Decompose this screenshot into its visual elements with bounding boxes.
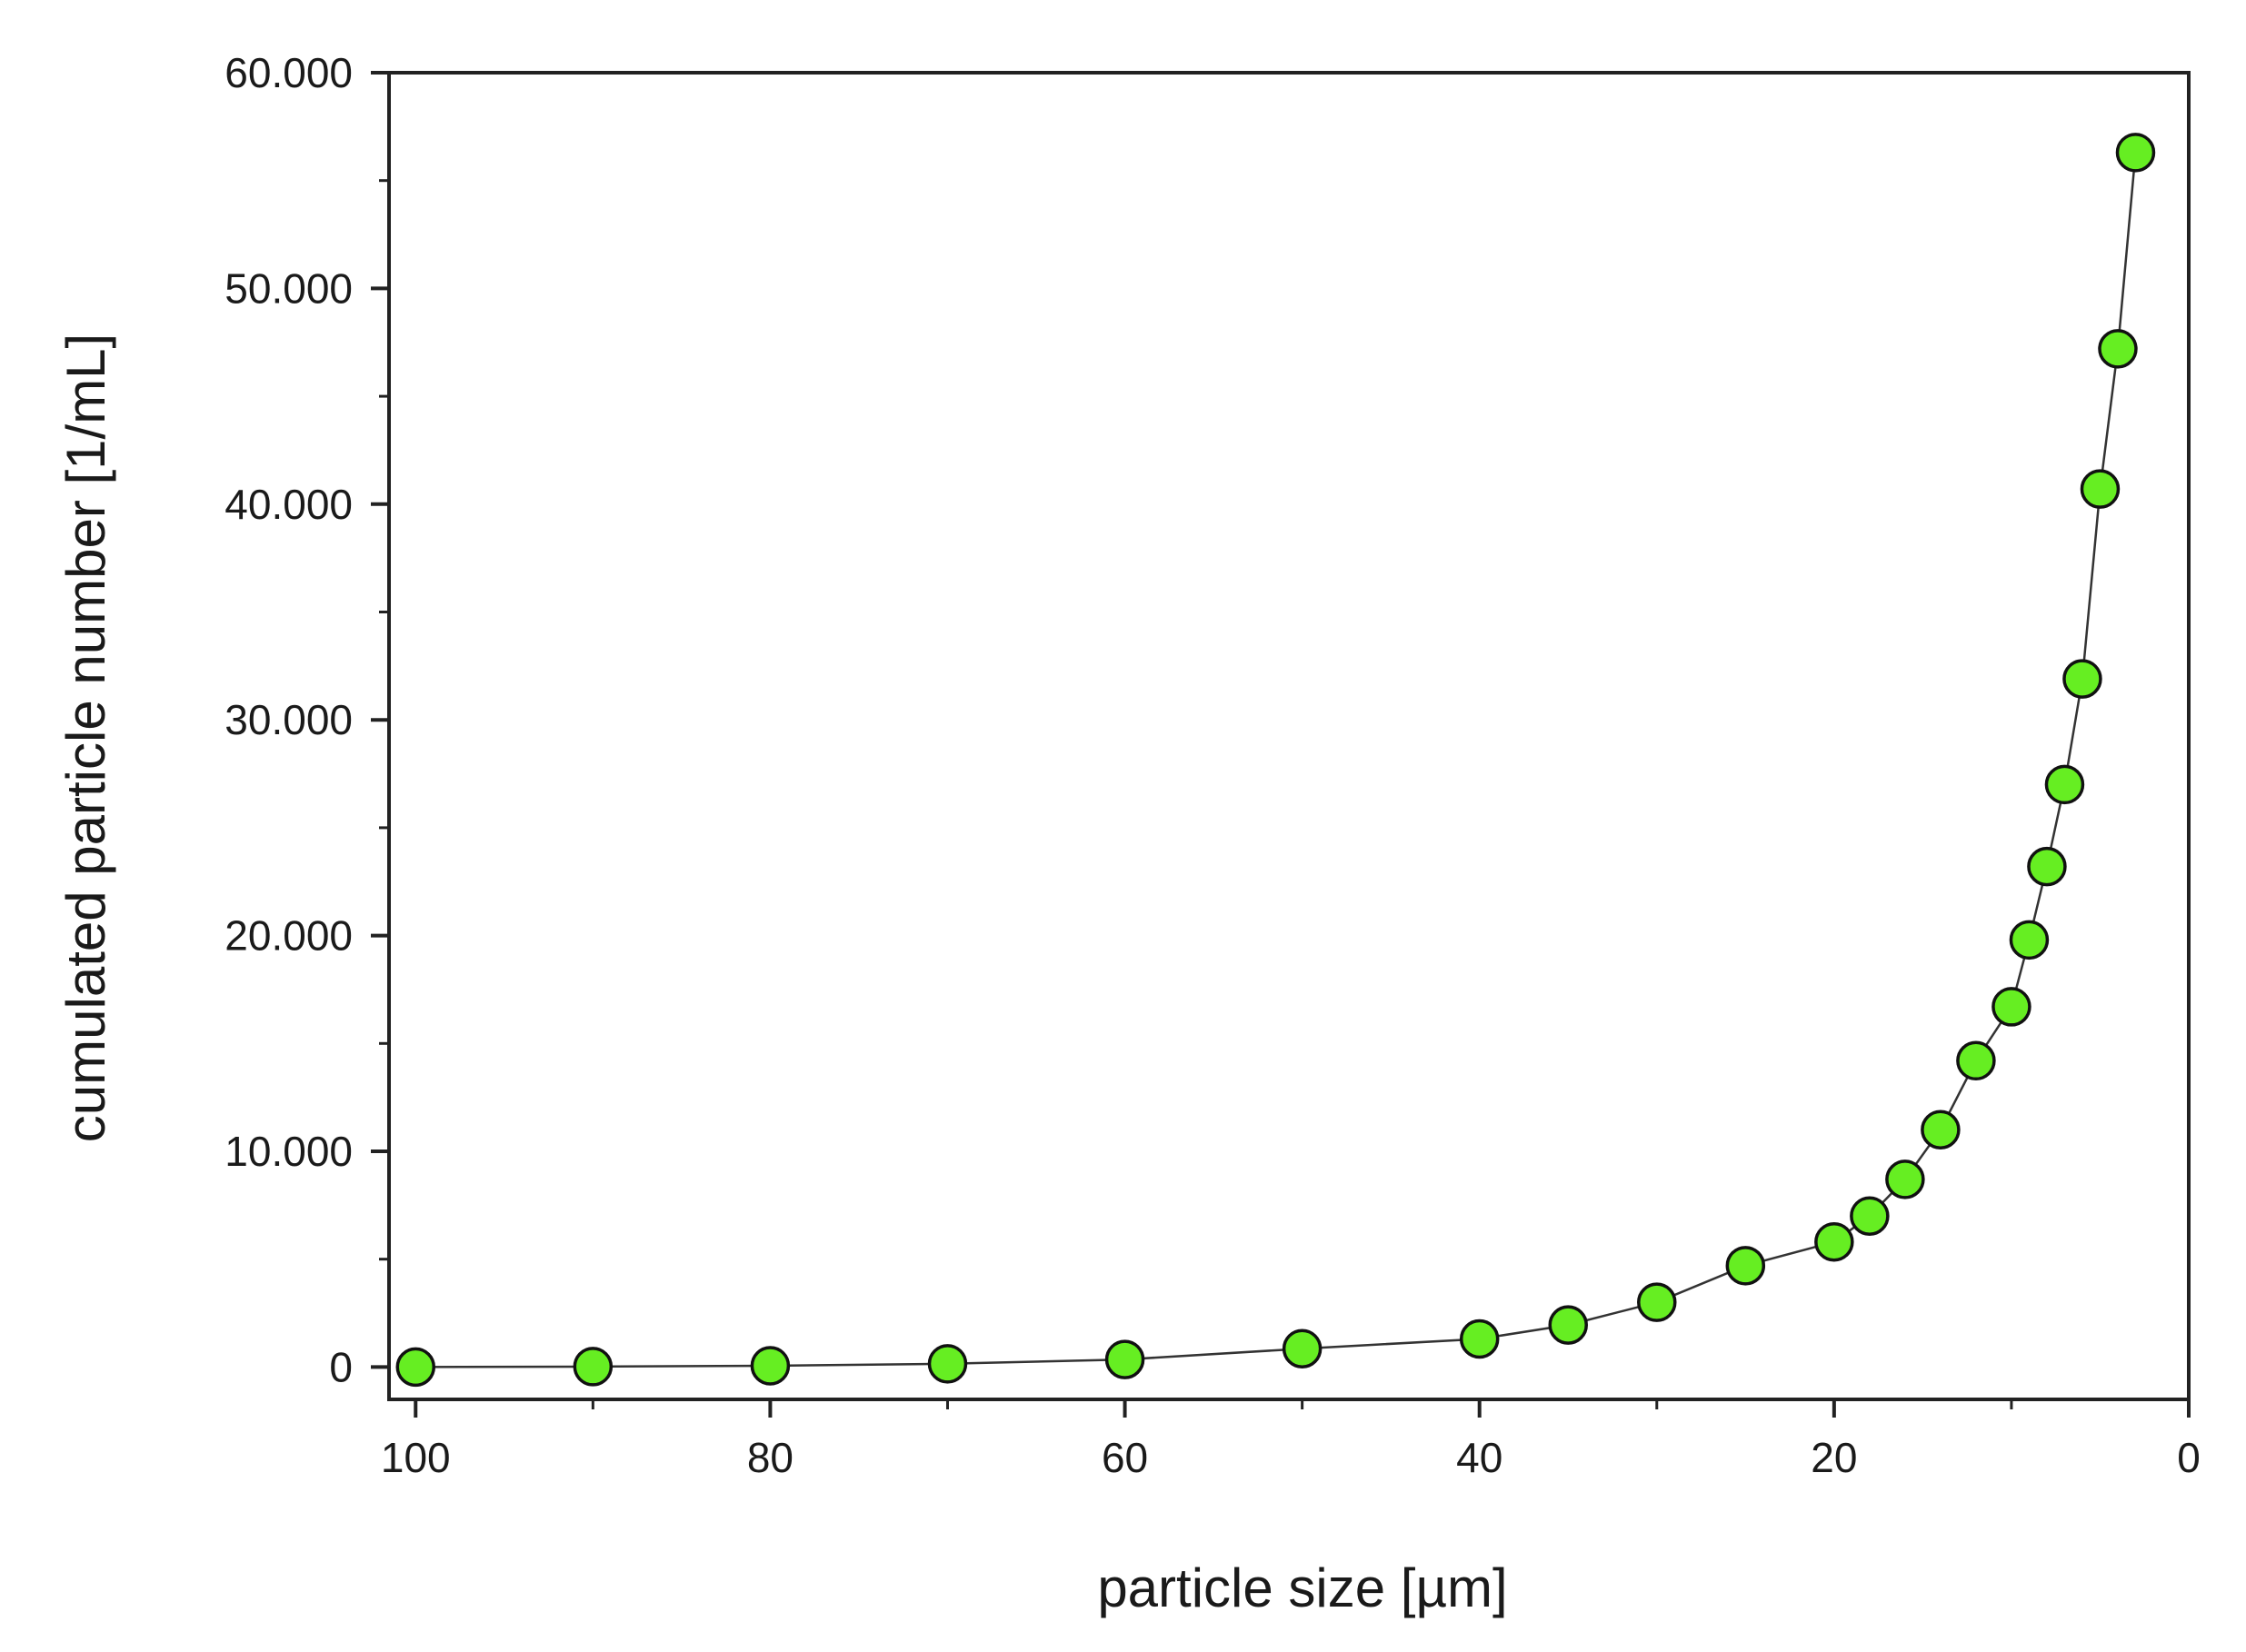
data-point [1814, 1221, 1854, 1262]
y-tick-label: 0 [329, 1343, 353, 1390]
x-axis-title: particle size [µm] [1097, 1557, 1507, 1618]
y-tick-label: 40.000 [225, 481, 353, 528]
y-axis-title: cumulated particle number [1/mL] [55, 333, 116, 1142]
data-point [1104, 1339, 1145, 1379]
data-point [1548, 1305, 1588, 1345]
data-point [1725, 1246, 1766, 1286]
data-point [1637, 1282, 1677, 1322]
data-point [750, 1346, 791, 1386]
x-tick-label: 40 [1456, 1434, 1502, 1481]
data-point [2080, 469, 2121, 509]
x-tick-label: 0 [2177, 1434, 2201, 1481]
x-tick-label: 80 [747, 1434, 794, 1481]
plot-border [387, 71, 2191, 1401]
y-tick-label: 50.000 [225, 264, 353, 312]
plot-frame [387, 71, 2191, 1401]
data-point [1921, 1110, 1961, 1150]
data-point [2027, 846, 2067, 887]
y-tick-label: 20.000 [225, 912, 353, 960]
data-point [1885, 1159, 1925, 1199]
x-axis: 100 80 60 40 20 0 [381, 1399, 2201, 1481]
x-tick-label: 20 [1811, 1434, 1857, 1481]
data-point [1282, 1329, 1323, 1368]
y-tick-label: 30.000 [225, 696, 353, 743]
data-point [573, 1347, 614, 1387]
y-tick-label: 10.000 [225, 1128, 353, 1175]
y-axis: 0 10.000 20.000 30.000 40.000 50.000 60.000 [225, 49, 389, 1390]
x-tick-label: 100 [381, 1434, 451, 1481]
series-line [415, 152, 2137, 1368]
x-tick-label: 60 [1102, 1434, 1148, 1481]
data-point [1956, 1040, 1996, 1081]
data-point [1850, 1196, 1890, 1236]
data-point [1991, 987, 2031, 1027]
data-point [927, 1344, 968, 1384]
data-point [1459, 1319, 1500, 1359]
data-point [2062, 659, 2102, 699]
series-layer [395, 133, 2156, 1388]
y-tick-label: 60.000 [225, 49, 353, 96]
data-point [2098, 329, 2138, 369]
data-point [2009, 920, 2050, 960]
data-point [395, 1347, 436, 1388]
data-point [2115, 133, 2156, 173]
data-point [2044, 764, 2085, 805]
